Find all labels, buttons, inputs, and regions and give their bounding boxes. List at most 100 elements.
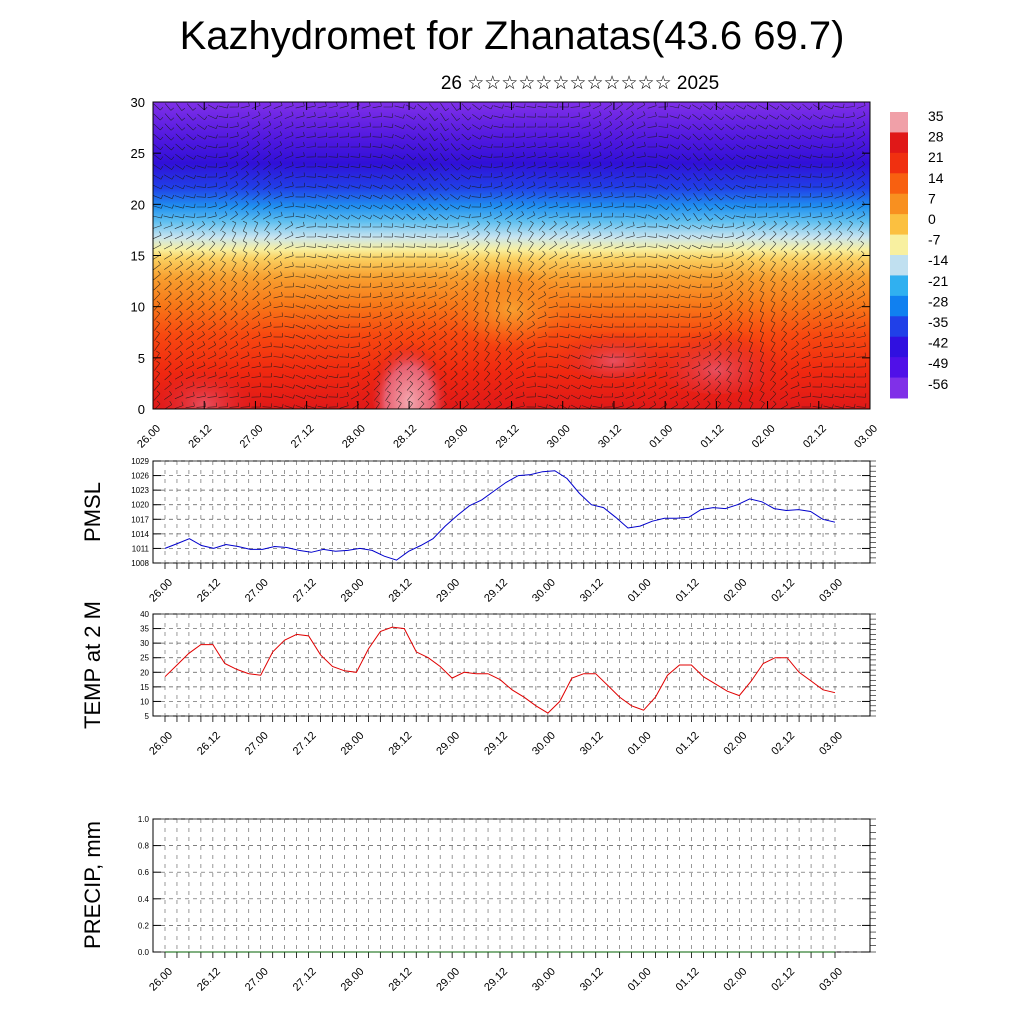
y-axis-label: TEMP at 2 M xyxy=(80,601,105,729)
colorbar-swatch xyxy=(890,316,908,338)
x-tick-label: 02.00 xyxy=(721,730,749,758)
cross-section-panel: 0 5 10 15 20 25 30 26.00 26.12 27.00 27.12 28.00 28.… xyxy=(131,95,881,451)
warm-spot-2 xyxy=(553,319,674,379)
y-tick-label: 1011 xyxy=(132,544,150,553)
x-tick-label: 02.00 xyxy=(721,577,749,605)
colorbar: 35 28 21 14 7 0 -7 -14 -21 -28 -35 -42 -49 -56 xyxy=(890,108,948,399)
x-tick-label: 02.12 xyxy=(769,966,797,994)
colorbar-label: -28 xyxy=(928,293,948,309)
series-line xyxy=(164,626,836,714)
chart-title: Kazhydromet for Zhanatas(43.6 69.7) xyxy=(179,14,845,58)
colorbar-swatch xyxy=(890,152,908,174)
x-tick-label: 01.12 xyxy=(699,423,727,451)
y-tick-label: 10 xyxy=(131,300,145,315)
x-tick-label: 02.00 xyxy=(750,423,778,451)
colorbar-label: 21 xyxy=(928,149,944,165)
x-tick-label: 28.12 xyxy=(386,730,414,758)
colorbar-swatch xyxy=(890,336,908,358)
x-tick-label: 28.12 xyxy=(386,966,414,994)
y-tick-label: 20 xyxy=(131,197,145,212)
colorbar-label: -14 xyxy=(928,252,948,268)
colorbar-label: -42 xyxy=(928,335,948,351)
x-tick-label: 28.12 xyxy=(386,577,414,605)
x-tick-label: 01.12 xyxy=(674,577,702,605)
x-tick-label: 03.00 xyxy=(817,966,845,994)
series-line xyxy=(164,470,836,561)
x-tick-label: 29.00 xyxy=(434,966,462,994)
x-tick-label: 28.00 xyxy=(339,966,367,994)
x-tick-label: 29.12 xyxy=(494,423,522,451)
y-tick-label: 1029 xyxy=(131,457,149,466)
colorbar-label: 35 xyxy=(928,108,944,124)
x-tick-label: 02.12 xyxy=(769,730,797,758)
y-tick-label: 35 xyxy=(140,625,149,634)
colorbar-swatch xyxy=(890,193,908,215)
y-tick-label: 0.8 xyxy=(138,842,150,851)
colorbar-swatch xyxy=(890,214,908,236)
y-tick-label: 0 xyxy=(138,402,145,417)
x-tick-label: 29.00 xyxy=(442,423,470,451)
y-tick-label: 0.6 xyxy=(138,868,150,877)
y-tick-label: 1026 xyxy=(131,472,149,481)
x-tick-label: 30.00 xyxy=(530,730,558,758)
x-tick-label: 26.00 xyxy=(147,966,175,994)
orange-spot xyxy=(451,269,572,349)
pmsl-panel: 1008 1011 1014 1017 1020 1023 1026 1029 26.00 26.… xyxy=(80,457,876,605)
x-tick-label: 02.12 xyxy=(769,577,797,605)
x-tick-label: 30.12 xyxy=(578,730,606,758)
colorbar-label: -56 xyxy=(928,376,948,392)
x-tick-label: 30.00 xyxy=(545,423,573,451)
y-tick-label: 30 xyxy=(131,95,145,110)
x-tick-label: 29.12 xyxy=(482,730,510,758)
x-tick-label: 27.12 xyxy=(291,730,319,758)
y-tick-label: 40 xyxy=(140,610,149,619)
x-tick-label: 01.00 xyxy=(626,730,654,758)
x-tick-label: 01.12 xyxy=(674,966,702,994)
y-tick-label: 0.4 xyxy=(138,895,150,904)
x-tick-label: 27.12 xyxy=(289,423,317,451)
x-tick-label: 28.00 xyxy=(339,577,367,605)
x-tick-label: 26.12 xyxy=(195,730,223,758)
x-tick-label: 27.12 xyxy=(291,966,319,994)
y-tick-label: 1023 xyxy=(131,486,149,495)
colorbar-swatch xyxy=(890,357,908,379)
warm-spot-1 xyxy=(153,348,260,409)
y-tick-label: 25 xyxy=(140,654,149,663)
x-tick-label: 29.00 xyxy=(434,577,462,605)
x-tick-label: 27.00 xyxy=(243,966,271,994)
colorbar-label: -35 xyxy=(928,314,948,330)
x-tick-label: 28.00 xyxy=(339,730,367,758)
x-tick-label: 01.00 xyxy=(626,577,654,605)
x-tick-label: 30.12 xyxy=(596,423,624,451)
colorbar-label: -49 xyxy=(928,355,948,371)
x-tick-label: 03.00 xyxy=(817,730,845,758)
colorbar-swatch xyxy=(890,255,908,276)
x-tick-label: 29.12 xyxy=(482,577,510,605)
wind-barbs xyxy=(153,102,867,409)
y-tick-label: 1008 xyxy=(131,559,149,568)
x-tick-label: 02.00 xyxy=(721,966,749,994)
y-tick-label: 30 xyxy=(140,639,149,648)
x-tick-label: 26.00 xyxy=(147,577,175,605)
colorbar-swatch xyxy=(890,173,908,195)
x-tick-label: 03.00 xyxy=(817,577,845,605)
y-tick-label: 20 xyxy=(140,668,149,677)
chart-subtitle: 26 ☆☆☆☆☆☆☆☆☆☆☆☆ 2025 xyxy=(440,73,720,94)
temp-panel: 5 10 15 20 25 30 35 40 26.00 26.12 27.00 27.12 28.00… xyxy=(80,601,876,758)
x-tick-label: 01.12 xyxy=(674,730,702,758)
x-tick-label: 29.00 xyxy=(434,730,462,758)
x-tick-label: 01.00 xyxy=(626,966,654,994)
y-tick-label: 1.0 xyxy=(138,815,150,824)
colorbar-swatch xyxy=(890,275,908,297)
y-tick-label: 0.0 xyxy=(138,948,150,957)
colorbar-swatch xyxy=(890,132,908,154)
x-tick-label: 27.00 xyxy=(243,577,271,605)
panel-frame xyxy=(152,460,871,564)
colorbar-swatch xyxy=(890,112,908,133)
x-tick-label: 27.00 xyxy=(238,423,266,451)
colorbar-label: 28 xyxy=(928,129,944,145)
x-tick-label: 29.12 xyxy=(482,966,510,994)
x-tick-label: 28.00 xyxy=(340,423,368,451)
x-tick-label: 26.12 xyxy=(195,577,223,605)
colorbar-label: 14 xyxy=(928,170,944,186)
